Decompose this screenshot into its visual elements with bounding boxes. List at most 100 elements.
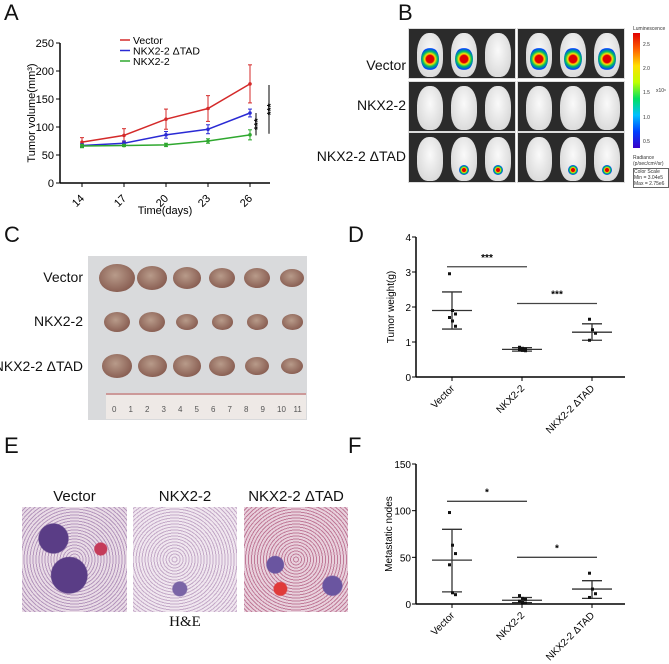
f-data-point	[454, 593, 457, 597]
a-data-point	[122, 143, 126, 148]
a-data-point	[80, 144, 84, 148]
d-data-point	[524, 349, 527, 353]
mouse	[451, 33, 477, 77]
tumor	[137, 266, 167, 290]
tumor	[139, 312, 165, 332]
tumor	[211, 314, 233, 330]
a-y-tick-label: 200	[36, 66, 54, 78]
a-x-axis-label: Time(days)	[138, 205, 193, 217]
d-x-tick-label: NKX2-2 ΔTAD	[544, 383, 597, 436]
e-title-delta-tad: NKX2-2 ΔTAD	[248, 488, 344, 505]
d-data-point	[588, 338, 591, 342]
color-scale-min: Min = 3.04e5	[634, 175, 664, 181]
d-data-point	[521, 346, 524, 350]
luminescence-signal	[530, 47, 548, 71]
mouse	[594, 33, 620, 77]
mouse-image-box	[408, 132, 516, 183]
d-data-point	[448, 272, 451, 276]
a-x-tick-label: 17	[112, 193, 129, 210]
e-title-vector: Vector	[53, 488, 96, 505]
tumor	[281, 357, 303, 375]
f-y-tick-label: 150	[394, 460, 411, 471]
f-x-tick-label: NKX2-2	[495, 610, 528, 643]
luminescence-signal	[459, 165, 469, 175]
a-data-point	[248, 133, 252, 137]
ruler-tick-label: 4	[178, 405, 183, 414]
a-data-point	[206, 139, 210, 143]
f-y-tick-label: 50	[400, 553, 412, 564]
he-image-delta-tad	[244, 507, 348, 612]
he-stain-label: H&E	[169, 614, 201, 630]
e-title-nkx22: NKX2-2	[158, 488, 212, 505]
he-image-vector	[22, 507, 127, 612]
f-data-point	[524, 597, 527, 601]
d-y-axis-label: Tumor weight(g)	[386, 271, 397, 343]
tumor	[209, 356, 235, 376]
b-row-label-delta-tad: NKX2-2 ΔTAD	[316, 148, 406, 164]
mouse-image-box	[517, 81, 625, 132]
d-data-point	[521, 348, 524, 352]
f-data-point	[594, 592, 597, 596]
f-data-point	[521, 600, 524, 604]
colorbar-tick: 1.5	[643, 90, 650, 96]
f-y-tick-label: 100	[394, 507, 411, 518]
f-x-tick-label: NKX2-2 ΔTAD	[544, 610, 597, 663]
d-y-tick-label: 2	[405, 303, 411, 314]
a-x-tick-label: 26	[238, 193, 255, 210]
d-data-point	[451, 319, 454, 323]
a-data-point	[164, 133, 168, 137]
ruler-tick-label: 2	[145, 405, 150, 414]
colorbar-tick: 1.0	[643, 115, 650, 121]
a-data-point	[164, 117, 168, 121]
ruler-tick-label: 9	[260, 405, 265, 414]
d-data-point	[518, 348, 521, 352]
luminescence-signal	[602, 165, 612, 175]
mouse	[417, 33, 443, 77]
a-legend-label: NKX2-2 ΔTAD	[133, 46, 200, 58]
ruler-tick-label: 1	[128, 405, 133, 414]
mouse	[594, 86, 620, 130]
a-x-tick-label: 14	[70, 193, 87, 210]
a-data-point	[122, 133, 126, 138]
colorbar-tick: 2.5	[643, 42, 650, 48]
a-data-point	[248, 111, 252, 115]
tumor	[245, 357, 269, 375]
f-data-point	[448, 563, 451, 567]
mouse	[526, 137, 552, 181]
d-significance-label: ***	[551, 290, 563, 301]
panel-label-f: F	[348, 433, 362, 458]
ruler: 0 1 2 3 4 5 6 7 8 9 10 11	[106, 393, 306, 419]
tumor	[280, 269, 304, 287]
a-data-point	[80, 140, 84, 144]
d-data-point	[451, 309, 454, 312]
f-data-point	[588, 595, 591, 599]
d-data-point	[591, 328, 594, 332]
luminescence-signal	[598, 47, 616, 71]
a-legend-label: Vector	[133, 35, 163, 47]
color-scale-text: Color Scale	[634, 169, 660, 175]
ruler-tick-label: 5	[194, 405, 199, 414]
f-data-point	[524, 601, 527, 605]
tumor	[244, 268, 270, 288]
f-data-point	[518, 599, 521, 603]
a-y-tick-label: 250	[36, 38, 54, 50]
d-data-point	[524, 347, 527, 351]
mouse-image-box	[517, 28, 625, 79]
f-data-point	[591, 587, 594, 591]
f-y-axis-label: Metastatic nodes	[384, 496, 395, 572]
tumor	[176, 313, 198, 331]
a-data-point	[248, 82, 252, 86]
color-scale-max: Max = 2.75e6	[634, 181, 665, 187]
luminescence-signal	[568, 165, 578, 175]
luminescence-colorbar	[633, 33, 640, 148]
tumor	[104, 312, 130, 332]
d-y-tick-label: 3	[405, 268, 411, 279]
tumor	[246, 314, 268, 330]
d-data-point	[448, 316, 451, 319]
he-image-nkx22	[133, 507, 237, 612]
f-data-point	[518, 594, 521, 598]
mouse	[560, 137, 586, 181]
colorbar-tick: 0.5	[643, 139, 650, 145]
colorbar-tick: 2.0	[643, 66, 650, 72]
